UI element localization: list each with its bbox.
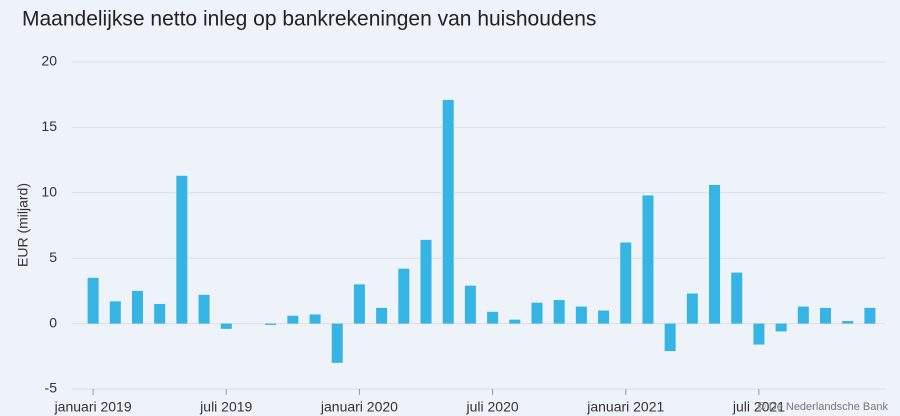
bar	[398, 268, 410, 324]
bar	[154, 303, 166, 324]
x-tick-label: januari 2019	[54, 399, 132, 415]
bar	[353, 284, 365, 324]
bar	[642, 195, 654, 324]
bar	[509, 319, 521, 324]
y-axis-label: EUR (miljard)	[15, 183, 31, 267]
chart-title: Maandelijkse netto inleg op bankrekening…	[22, 8, 596, 31]
bar	[820, 307, 832, 324]
bar	[309, 314, 321, 324]
bar	[553, 300, 565, 324]
bar	[731, 272, 743, 324]
y-tick-label: 0	[49, 314, 57, 330]
x-tick-label: juli 2021	[732, 399, 785, 415]
y-tick-label: 5	[49, 249, 57, 265]
bar	[753, 323, 765, 345]
y-tick-label: 10	[41, 184, 57, 200]
bar	[198, 294, 210, 324]
bar	[531, 302, 543, 324]
bar	[376, 307, 388, 324]
bar	[842, 320, 854, 324]
y-tick-label: 20	[41, 53, 57, 69]
bar	[331, 323, 343, 363]
bar	[797, 306, 809, 324]
x-tick-label: januari 2021	[586, 399, 664, 415]
bar	[265, 323, 277, 325]
bar	[287, 315, 299, 324]
bar	[864, 307, 876, 324]
bar	[109, 301, 121, 324]
bar	[598, 310, 610, 324]
bar	[131, 290, 143, 324]
credit: © De Nederlandsche Bank	[758, 401, 889, 413]
bar	[709, 184, 721, 324]
bar	[220, 323, 232, 329]
bar	[487, 311, 499, 324]
x-tick-label: januari 2020	[320, 399, 398, 415]
y-tick-label: 15	[41, 118, 57, 134]
bar	[420, 239, 432, 324]
bar	[575, 306, 587, 324]
bar	[620, 242, 632, 324]
bar	[775, 323, 787, 332]
bar	[176, 175, 188, 324]
y-tick-label: -5	[45, 380, 58, 396]
x-tick-label: juli 2019	[199, 399, 252, 415]
bar	[442, 99, 454, 324]
bar	[464, 285, 476, 324]
bar	[87, 277, 99, 324]
x-tick-label: juli 2020	[466, 399, 519, 415]
bar	[686, 293, 698, 324]
bar	[664, 323, 676, 352]
